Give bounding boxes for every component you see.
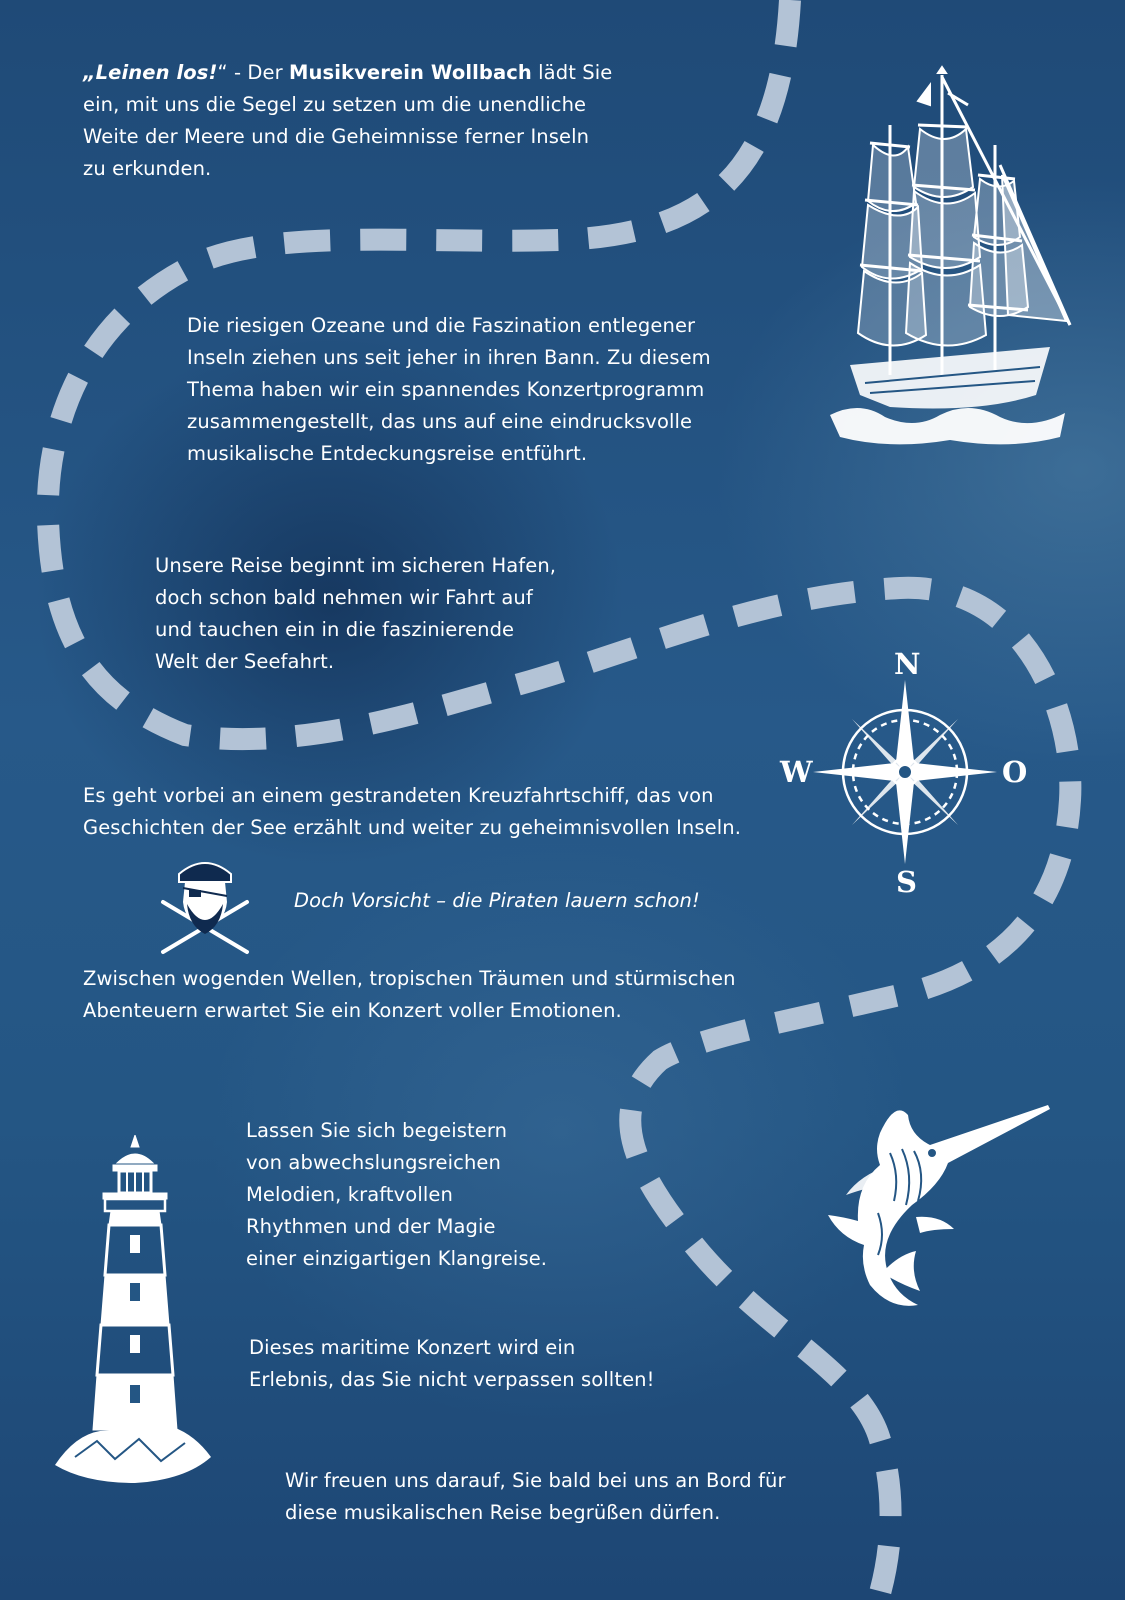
quote-close: “ [217, 61, 228, 84]
intro-rest: lädt Sie [531, 61, 613, 84]
intro-paragraph: „Leinen los!“ - Der Musikverein Wollbach… [83, 57, 612, 185]
slogan: „Leinen los! [83, 61, 218, 84]
paragraph-line: diese musikalischen Reise begrüßen dürfe… [285, 1501, 721, 1524]
paragraph-line: einer einzigartigen Klangreise. [246, 1247, 548, 1270]
paragraph-line: Thema haben wir ein spannendes Konzertpr… [187, 378, 705, 401]
intro-line: Weite der Meere und die Geheimnisse fern… [83, 125, 590, 148]
paragraph-line: Geschichten der See erzählt und weiter z… [83, 816, 742, 839]
pirate-icon [161, 862, 249, 954]
oceans-paragraph: Die riesigen Ozeane und die Faszination … [187, 310, 711, 470]
intro-line: zu erkunden. [83, 157, 212, 180]
sailing-ship-icon [830, 65, 1072, 445]
paragraph-line: Melodien, kraftvollen [246, 1183, 453, 1206]
paragraph-line: Dieses maritime Konzert wird ein [249, 1336, 576, 1359]
paragraph-line: Unsere Reise beginnt im sicheren Hafen, [155, 554, 557, 577]
pirate-warning-text: Doch Vorsicht – die Piraten lauern schon… [294, 889, 700, 912]
paragraph-line: Wir freuen uns darauf, Sie bald bei uns … [285, 1469, 786, 1492]
paragraph-line: und tauchen ein in die faszinierende [155, 618, 515, 641]
lighthouse-icon [55, 1135, 211, 1483]
paragraph-line: musikalische Entdeckungsreise entführt. [187, 442, 588, 465]
harbor-paragraph: Unsere Reise beginnt im sicheren Hafen, … [155, 550, 556, 678]
paragraph-line: Inseln ziehen uns seit jeher in ihren Ba… [187, 346, 711, 369]
welcome-aboard-paragraph: Wir freuen uns darauf, Sie bald bei uns … [285, 1465, 786, 1529]
paragraph-line: Abenteuern erwartet Sie ein Konzert voll… [83, 999, 622, 1022]
paragraph-line: Welt der Seefahrt. [155, 650, 335, 673]
intro-prefix: - Der [227, 61, 290, 84]
paragraph-line: zusammengestellt, das uns auf eine eindr… [187, 410, 693, 433]
marlin-icon [828, 1105, 1050, 1306]
compass-east: O [1002, 755, 1028, 789]
compass-west: W [780, 755, 813, 789]
paragraph-line: Zwischen wogenden Wellen, tropischen Trä… [83, 967, 736, 990]
compass-rose-icon: N S W O [780, 647, 1027, 900]
paragraph-line: Erlebnis, das Sie nicht verpassen sollte… [249, 1368, 655, 1391]
paragraph-line: Die riesigen Ozeane und die Faszination … [187, 314, 696, 337]
cruise-ship-paragraph: Es geht vorbei an einem gestrandeten Kre… [83, 780, 741, 844]
paragraph-line: von abwechslungsreichen [246, 1151, 501, 1174]
waves-paragraph: Zwischen wogenden Wellen, tropischen Trä… [83, 963, 736, 1027]
intro-line: ein, mit uns die Segel zu setzen um die … [83, 93, 587, 116]
compass-south: S [896, 865, 917, 899]
paragraph-line: doch schon bald nehmen wir Fahrt auf [155, 586, 533, 609]
paragraph-line: Es geht vorbei an einem gestrandeten Kre… [83, 784, 714, 807]
compass-north: N [894, 647, 921, 681]
experience-paragraph: Dieses maritime Konzert wird ein Erlebni… [249, 1332, 655, 1396]
melodies-paragraph: Lassen Sie sich begeistern von abwechslu… [246, 1115, 547, 1275]
org-name: Musikverein Wollbach [289, 61, 532, 84]
pirate-warning: Doch Vorsicht – die Piraten lauern schon… [294, 885, 700, 917]
paragraph-line: Lassen Sie sich begeistern [246, 1119, 508, 1142]
paragraph-line: Rhythmen und der Magie [246, 1215, 496, 1238]
